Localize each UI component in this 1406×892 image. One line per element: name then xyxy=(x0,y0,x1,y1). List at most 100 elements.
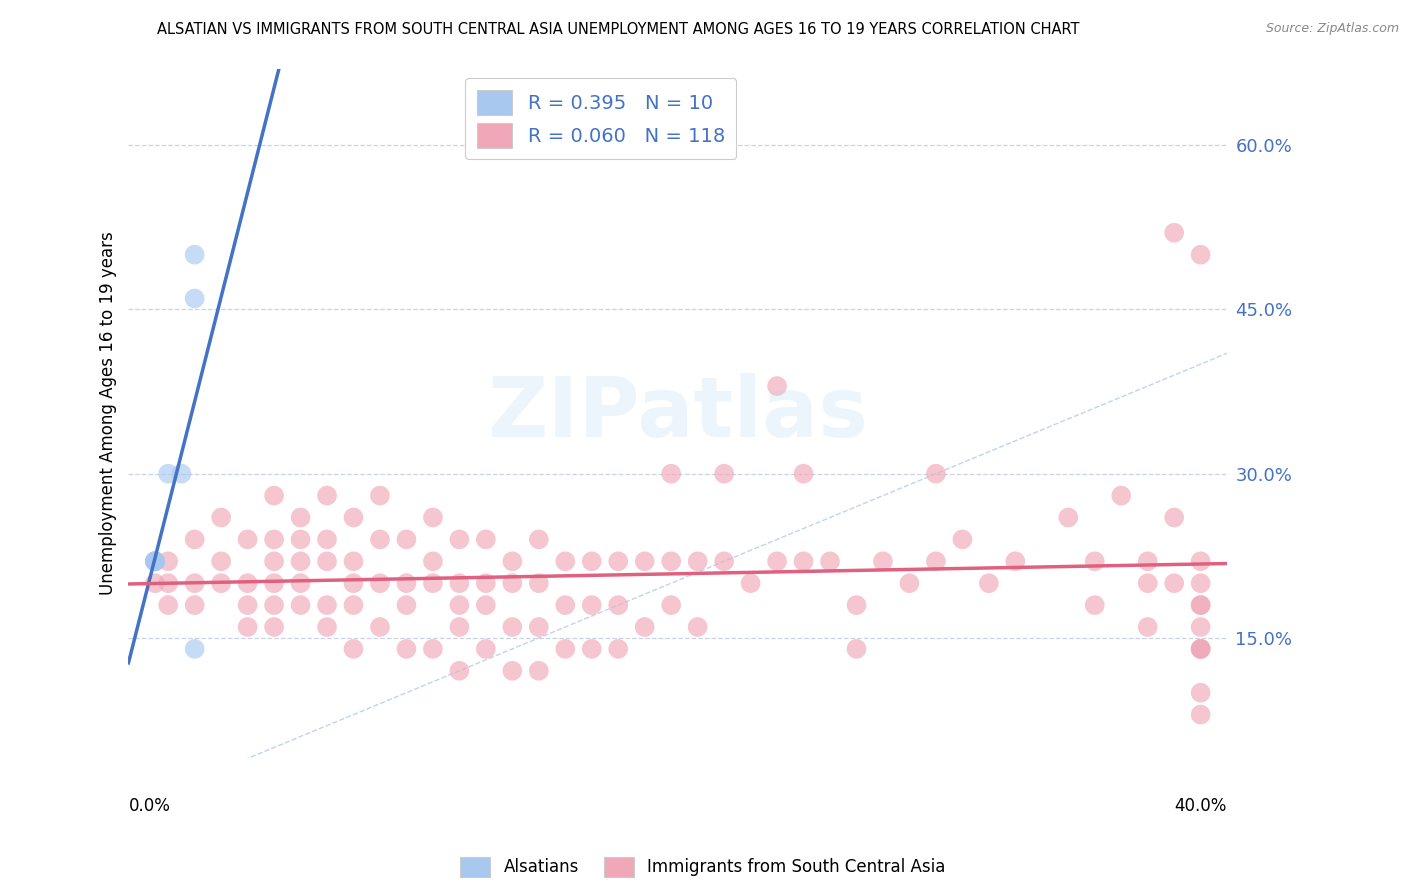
Point xyxy=(554,598,576,612)
Point xyxy=(740,576,762,591)
Point xyxy=(845,641,868,656)
Point xyxy=(209,510,232,524)
Point xyxy=(1189,641,1212,656)
Point xyxy=(368,620,391,634)
Point xyxy=(554,554,576,568)
Point xyxy=(368,533,391,547)
Legend: Alsatians, Immigrants from South Central Asia: Alsatians, Immigrants from South Central… xyxy=(454,850,952,884)
Point xyxy=(1136,620,1159,634)
Point xyxy=(342,576,364,591)
Point xyxy=(143,554,166,568)
Point xyxy=(713,554,735,568)
Point xyxy=(898,576,921,591)
Point xyxy=(607,641,630,656)
Text: 0.0%: 0.0% xyxy=(128,797,170,814)
Point xyxy=(501,576,523,591)
Point xyxy=(449,598,471,612)
Point xyxy=(422,510,444,524)
Point xyxy=(157,598,180,612)
Point xyxy=(290,554,312,568)
Point xyxy=(395,533,418,547)
Point xyxy=(1163,576,1185,591)
Point xyxy=(449,576,471,591)
Point xyxy=(263,554,285,568)
Point xyxy=(342,554,364,568)
Point xyxy=(793,467,815,481)
Point xyxy=(581,641,603,656)
Point xyxy=(183,533,205,547)
Point xyxy=(1109,489,1132,503)
Point xyxy=(686,620,709,634)
Point xyxy=(1163,510,1185,524)
Point xyxy=(845,598,868,612)
Point xyxy=(1163,226,1185,240)
Point xyxy=(1084,554,1107,568)
Point xyxy=(183,292,205,306)
Point xyxy=(475,641,498,656)
Point xyxy=(342,641,364,656)
Point xyxy=(143,554,166,568)
Point xyxy=(157,576,180,591)
Point xyxy=(659,598,682,612)
Point xyxy=(501,620,523,634)
Point xyxy=(316,620,339,634)
Point xyxy=(977,576,1000,591)
Text: ALSATIAN VS IMMIGRANTS FROM SOUTH CENTRAL ASIA UNEMPLOYMENT AMONG AGES 16 TO 19 : ALSATIAN VS IMMIGRANTS FROM SOUTH CENTRA… xyxy=(157,22,1080,37)
Point xyxy=(263,533,285,547)
Point xyxy=(143,554,166,568)
Point xyxy=(713,467,735,481)
Point xyxy=(1057,510,1080,524)
Point xyxy=(316,533,339,547)
Point xyxy=(290,598,312,612)
Point xyxy=(1189,554,1212,568)
Point xyxy=(925,554,948,568)
Point xyxy=(1189,641,1212,656)
Point xyxy=(1136,554,1159,568)
Point xyxy=(183,576,205,591)
Point xyxy=(422,641,444,656)
Point xyxy=(1189,248,1212,262)
Point xyxy=(236,620,259,634)
Point xyxy=(143,554,166,568)
Point xyxy=(554,641,576,656)
Point xyxy=(527,620,550,634)
Point xyxy=(659,467,682,481)
Point xyxy=(449,664,471,678)
Point xyxy=(475,598,498,612)
Point xyxy=(236,598,259,612)
Text: 40.0%: 40.0% xyxy=(1175,797,1227,814)
Point xyxy=(368,576,391,591)
Point xyxy=(263,576,285,591)
Point xyxy=(209,576,232,591)
Point xyxy=(527,664,550,678)
Point xyxy=(1189,620,1212,634)
Point xyxy=(607,598,630,612)
Point xyxy=(1189,686,1212,700)
Y-axis label: Unemployment Among Ages 16 to 19 years: Unemployment Among Ages 16 to 19 years xyxy=(100,232,117,595)
Point xyxy=(157,554,180,568)
Point xyxy=(527,576,550,591)
Point xyxy=(607,554,630,568)
Point xyxy=(793,554,815,568)
Point xyxy=(449,620,471,634)
Point xyxy=(1189,598,1212,612)
Point xyxy=(449,533,471,547)
Point xyxy=(290,576,312,591)
Point xyxy=(316,598,339,612)
Point xyxy=(1084,598,1107,612)
Point xyxy=(686,554,709,568)
Point xyxy=(501,554,523,568)
Point xyxy=(395,598,418,612)
Point xyxy=(475,576,498,591)
Point xyxy=(1189,598,1212,612)
Legend: R = 0.395   N = 10, R = 0.060   N = 118: R = 0.395 N = 10, R = 0.060 N = 118 xyxy=(465,78,737,160)
Point xyxy=(950,533,973,547)
Point xyxy=(143,576,166,591)
Point xyxy=(263,489,285,503)
Text: ZIPatlas: ZIPatlas xyxy=(488,373,869,454)
Point xyxy=(1189,707,1212,722)
Point xyxy=(766,379,789,393)
Point xyxy=(1189,576,1212,591)
Point xyxy=(1004,554,1026,568)
Point xyxy=(316,554,339,568)
